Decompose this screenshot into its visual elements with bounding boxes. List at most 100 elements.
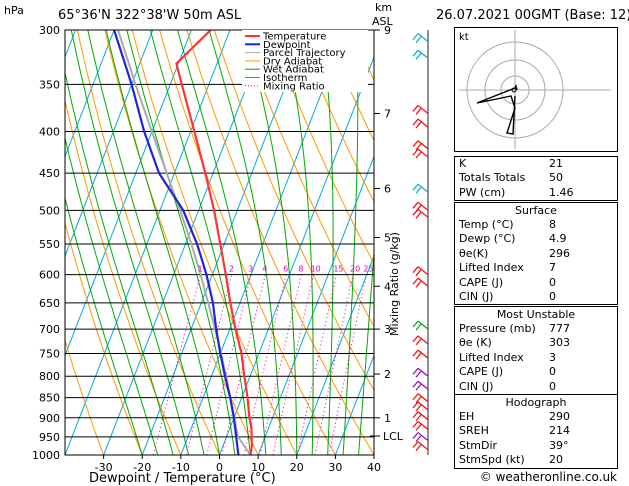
isotherm-line bbox=[296, 254, 374, 455]
wind-barb-flag bbox=[412, 208, 419, 216]
most-unstable-table: Most Unstable Pressure (mb) 777 θe (K) 303 L… bbox=[454, 306, 618, 395]
temperature-line bbox=[175, 30, 254, 455]
wind-barb-flag bbox=[415, 280, 422, 288]
wind-barb-flag bbox=[412, 105, 419, 112]
legend-entry: Temperature bbox=[262, 32, 326, 43]
indices-table: K 21 Totals Totals 50 PW (cm) 1.46 bbox=[454, 156, 618, 202]
wind-barb-shaft bbox=[417, 208, 429, 218]
lcl-label: LCL bbox=[383, 430, 404, 443]
isotherm-line bbox=[334, 354, 374, 455]
km-tick-label: 5 bbox=[384, 231, 391, 244]
surface-label: CIN (J) bbox=[459, 289, 494, 303]
km-tick-label: 6 bbox=[384, 182, 391, 195]
pressure-tick-label: 850 bbox=[39, 392, 60, 405]
wind-barb-flag bbox=[415, 52, 422, 60]
wind-barb-flag bbox=[412, 401, 419, 409]
surface-table: Surface Temp (°C) 8 Dewp (°C) 4.9 θe(K) 296 Li… bbox=[454, 202, 618, 306]
legend-entry: Isotherm bbox=[263, 73, 307, 84]
wind-barb-flag bbox=[412, 183, 419, 191]
wind-barb-flag bbox=[412, 367, 419, 375]
wet-adiabat-line bbox=[126, 30, 236, 455]
hodograph-row: SREH 214 bbox=[455, 424, 617, 438]
mixing-ratio-label: 4 bbox=[262, 265, 267, 274]
most-unstable-row: Pressure (mb) 777 bbox=[455, 322, 617, 336]
wind-barb-flag bbox=[412, 49, 419, 57]
most-unstable-label: Lifted Index bbox=[459, 350, 524, 364]
wet-adiabat-line bbox=[321, 30, 334, 455]
most-unstable-row: θe (K) 303 bbox=[455, 336, 617, 350]
pressure-tick-label: 700 bbox=[39, 323, 60, 336]
mixing-ratio-labels: 1 2 3 4 6 8 10 15 20 25 bbox=[197, 265, 373, 274]
isotherm-lines bbox=[0, 30, 374, 455]
most-unstable-value: 777 bbox=[549, 322, 570, 335]
hodograph-row: StmDir 39° bbox=[455, 439, 617, 453]
profile-lines bbox=[113, 30, 254, 455]
y-unit-km: km bbox=[375, 1, 392, 14]
legend-entry: Dewpoint bbox=[263, 40, 311, 51]
surface-row: θe(K) 296 bbox=[455, 247, 617, 261]
wind-barb-flag bbox=[412, 201, 419, 209]
most-unstable-label: Pressure (mb) bbox=[459, 322, 536, 335]
wind-barb-shaft bbox=[417, 266, 429, 276]
y-unit-left: hPa bbox=[4, 4, 24, 17]
isotherm-line bbox=[257, 155, 374, 455]
surface-value: 0 bbox=[549, 289, 556, 303]
wind-barb-flag bbox=[415, 269, 422, 277]
index-row-tt: Totals Totals 50 bbox=[459, 171, 563, 185]
wind-barb-flag bbox=[415, 143, 422, 151]
km-tick-label: 2 bbox=[384, 368, 391, 381]
hodograph-value: 20 bbox=[549, 453, 563, 467]
x-tick-label: -20 bbox=[133, 461, 151, 474]
wet-adiabat-line bbox=[65, 70, 174, 455]
hodograph-row: EH 290 bbox=[455, 410, 617, 424]
most-unstable-label: CIN (J) bbox=[459, 379, 494, 393]
pressure-axis-labels: 300 350 400 450 500 550 600 650 700 750 800 850 900 9… bbox=[32, 24, 60, 462]
isotherm-line bbox=[180, 30, 347, 455]
mixing-ratio-label: 20 bbox=[350, 265, 360, 274]
surface-row: CIN (J) 0 bbox=[455, 290, 617, 304]
wet-adiabat-line bbox=[342, 30, 359, 455]
mixing-ratio-label: 25 bbox=[363, 265, 373, 274]
surface-value: 296 bbox=[549, 246, 570, 260]
wind-barb-flag bbox=[415, 352, 422, 360]
most-unstable-row: CAPE (J) 0 bbox=[455, 365, 617, 379]
wind-barb-shaft bbox=[417, 33, 429, 43]
most-unstable-value: 303 bbox=[549, 336, 570, 350]
pressure-tick-label: 600 bbox=[39, 269, 60, 282]
pressure-tick-label: 550 bbox=[39, 238, 60, 251]
wind-barb-flag bbox=[412, 441, 419, 449]
x-tick-label: -30 bbox=[95, 461, 113, 474]
isotherm-line bbox=[65, 30, 231, 455]
surface-value: 0 bbox=[549, 275, 556, 289]
pressure-tick-label: 950 bbox=[39, 431, 60, 444]
surface-row: Dewp (°C) 4.9 bbox=[455, 232, 617, 246]
most-unstable-value: 0 bbox=[549, 365, 556, 379]
wind-barb-flag bbox=[415, 108, 422, 115]
wind-barb-flag bbox=[415, 444, 422, 452]
wind-barb-flag bbox=[415, 151, 422, 159]
km-tick-label: 1 bbox=[384, 412, 391, 425]
mixing-ratio-label: 2 bbox=[229, 265, 234, 274]
wind-barb-shaft bbox=[417, 401, 429, 411]
km-tick-label: 4 bbox=[384, 280, 391, 293]
wind-barb-shaft bbox=[417, 335, 429, 345]
dry-adiabat-line bbox=[625, 30, 629, 455]
hodograph-label: StmSpd (kt) bbox=[459, 453, 525, 467]
x-tick-label: 10 bbox=[251, 461, 265, 474]
pressure-tick-label: 300 bbox=[39, 24, 60, 37]
isotherm-line bbox=[65, 30, 76, 59]
wind-barb-flag bbox=[412, 140, 419, 148]
wind-barb-flag bbox=[412, 33, 419, 40]
mixing-ratio-label: 15 bbox=[333, 265, 343, 274]
most-unstable-value: 3 bbox=[549, 350, 556, 364]
wind-barb-flag bbox=[412, 349, 419, 357]
hodograph-unit: kt bbox=[459, 32, 469, 43]
wind-barb-flag bbox=[412, 393, 419, 401]
surface-label: Temp (°C) bbox=[459, 218, 514, 231]
surface-value: 8 bbox=[549, 218, 556, 231]
wet-adiabat-line bbox=[105, 30, 220, 455]
wind-barb-shaft bbox=[417, 104, 429, 114]
isotherm-line bbox=[0, 30, 37, 455]
mixing-ratio-lines bbox=[152, 274, 367, 455]
